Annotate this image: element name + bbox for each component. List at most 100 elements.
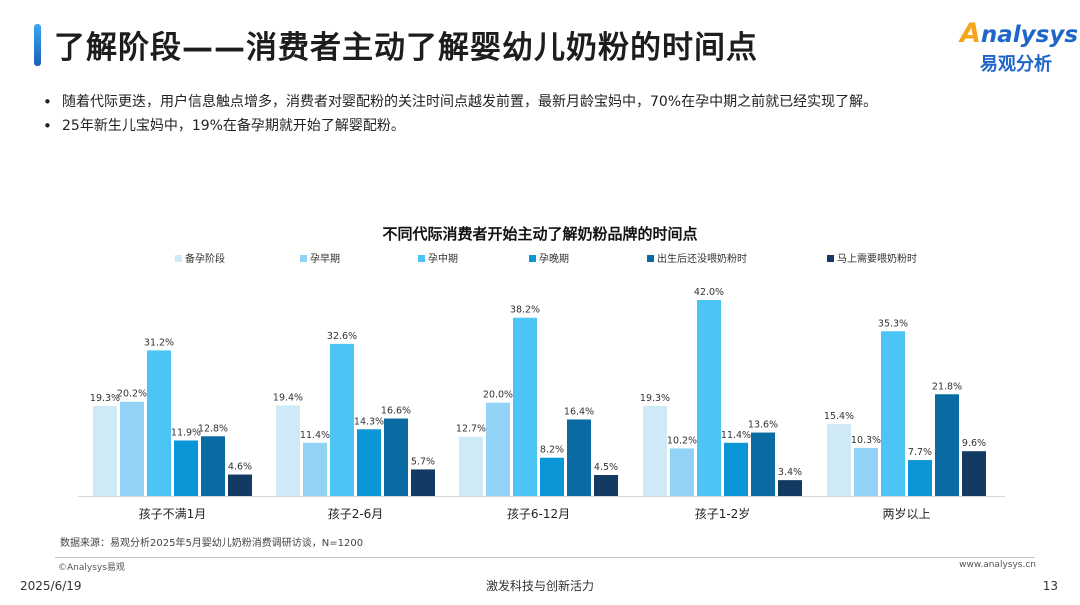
data-label: 19.3% [90, 393, 120, 404]
data-label: 12.8% [198, 423, 228, 434]
data-label: 10.2% [667, 435, 697, 446]
website-link[interactable]: www.analysys.cn [959, 560, 1036, 570]
legend-item: 孕晚期 [529, 253, 569, 267]
bullet-point: 随着代际更迭，用户信息触点增多，消费者对婴配粉的关注时间点越发前置，最新月龄宝妈… [40, 90, 1060, 114]
bar [697, 300, 721, 496]
bar [384, 418, 408, 496]
data-label: 35.3% [878, 318, 908, 329]
bar [908, 460, 932, 496]
bar [120, 401, 144, 496]
bar [330, 343, 354, 496]
data-label: 4.6% [228, 462, 252, 473]
copyright-text: ©Analysys易观 [58, 563, 125, 573]
bar [751, 432, 775, 496]
data-label: 4.5% [594, 462, 618, 473]
legend-label: 备孕阶段 [185, 254, 225, 265]
data-label: 10.3% [851, 435, 881, 446]
data-label: 5.7% [411, 456, 435, 467]
data-label: 12.7% [456, 424, 486, 435]
bar [357, 429, 381, 496]
bar [881, 331, 905, 496]
legend-item: 孕中期 [418, 253, 458, 267]
data-label: 11.4% [300, 430, 330, 441]
data-label: 13.6% [748, 420, 778, 431]
bar [174, 440, 198, 496]
bar [303, 442, 327, 496]
data-label: 20.0% [483, 390, 513, 401]
summary-bullets: 随着代际更迭，用户信息触点增多，消费者对婴配粉的关注时间点越发前置，最新月龄宝妈… [40, 90, 1060, 138]
bar [513, 317, 537, 496]
category-label: 两岁以上 [882, 506, 930, 521]
bar [724, 442, 748, 496]
legend-item: 备孕阶段 [175, 253, 225, 267]
bar [486, 402, 510, 496]
bar [935, 394, 959, 496]
data-source-note: 数据来源：易观分析2025年5月婴幼儿奶粉消费调研访谈，N=1200 [60, 538, 364, 549]
bar [854, 447, 878, 496]
logo-chinese-name: 易观分析 [980, 54, 1052, 75]
bar [459, 436, 483, 496]
legend-swatch [175, 255, 182, 262]
bar [228, 474, 252, 496]
page-title: 了解阶段——消费者主动了解婴幼儿奶粉的时间点 [54, 30, 758, 66]
data-label: 3.4% [778, 467, 802, 478]
bar [147, 350, 171, 496]
category-label: 孩子不满1月 [139, 507, 207, 521]
legend-swatch [827, 255, 834, 262]
legend-label: 孕中期 [428, 254, 458, 265]
bar [567, 419, 591, 496]
bar [411, 469, 435, 496]
logo-wordmark: Analysys [960, 18, 1079, 49]
data-label: 11.9% [171, 427, 201, 438]
page-number: 13 [1042, 579, 1058, 593]
data-label: 16.4% [564, 406, 594, 417]
bullet-point: 25年新生儿宝妈中，19%在备孕期就开始了解婴配粉。 [40, 114, 1060, 138]
bar [962, 451, 986, 496]
footer-divider [55, 557, 1035, 558]
category-label: 孩子1-2岁 [695, 506, 751, 521]
analysys-logo: Analysys 易观分析 [952, 18, 1078, 76]
legend-swatch [300, 255, 307, 262]
chart-title: 不同代际消费者开始主动了解奶粉品牌的时间点 [382, 225, 698, 243]
data-label: 15.4% [824, 411, 854, 422]
bar [778, 480, 802, 496]
data-label: 32.6% [327, 331, 357, 342]
data-label: 20.2% [117, 389, 147, 400]
data-label: 19.3% [640, 393, 670, 404]
legend-item: 马上需要喂奶粉时 [827, 253, 917, 267]
bar [643, 405, 667, 496]
title-accent-bar [34, 24, 41, 66]
data-label: 19.4% [273, 392, 303, 403]
data-label: 14.3% [354, 416, 384, 427]
bar [594, 475, 618, 496]
legend-label: 马上需要喂奶粉时 [837, 254, 917, 265]
legend-swatch [529, 255, 536, 262]
data-label: 7.7% [908, 447, 932, 458]
slogan-text: 激发科技与创新活力 [485, 579, 594, 593]
bar [201, 436, 225, 496]
data-label: 21.8% [932, 381, 962, 392]
category-label: 孩子6-12月 [507, 507, 570, 521]
data-label: 9.6% [962, 438, 986, 449]
data-label: 11.4% [721, 430, 751, 441]
report-date: 2025/6/19 [20, 579, 82, 593]
legend-label: 孕早期 [310, 254, 340, 265]
data-label: 8.2% [540, 445, 564, 456]
bar [276, 405, 300, 496]
legend-label: 出生后还没喂奶粉时 [657, 254, 747, 265]
bar [93, 405, 117, 496]
data-label: 31.2% [144, 337, 174, 348]
bar [670, 448, 694, 496]
bar [540, 457, 564, 496]
legend-item: 出生后还没喂奶粉时 [647, 253, 747, 267]
category-label: 孩子2-6月 [328, 507, 384, 521]
legend-item: 孕早期 [300, 253, 340, 267]
data-label: 38.2% [510, 305, 540, 316]
bar [827, 424, 851, 496]
data-label: 16.6% [381, 406, 411, 417]
data-label: 42.0% [694, 287, 724, 298]
legend-label: 孕晚期 [539, 254, 569, 265]
legend-swatch [418, 255, 425, 262]
legend-swatch [647, 255, 654, 262]
